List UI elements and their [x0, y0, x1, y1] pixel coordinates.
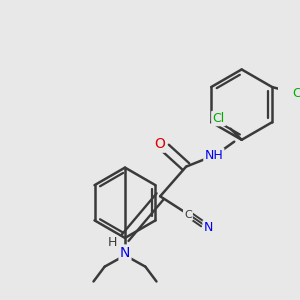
Text: N: N [120, 246, 130, 260]
Text: NH: NH [205, 149, 223, 162]
Text: Cl: Cl [212, 112, 225, 125]
Text: O: O [154, 137, 165, 152]
Text: N: N [204, 221, 213, 234]
Text: Cl: Cl [292, 87, 300, 100]
Text: C: C [184, 210, 192, 220]
Text: H: H [107, 236, 117, 249]
